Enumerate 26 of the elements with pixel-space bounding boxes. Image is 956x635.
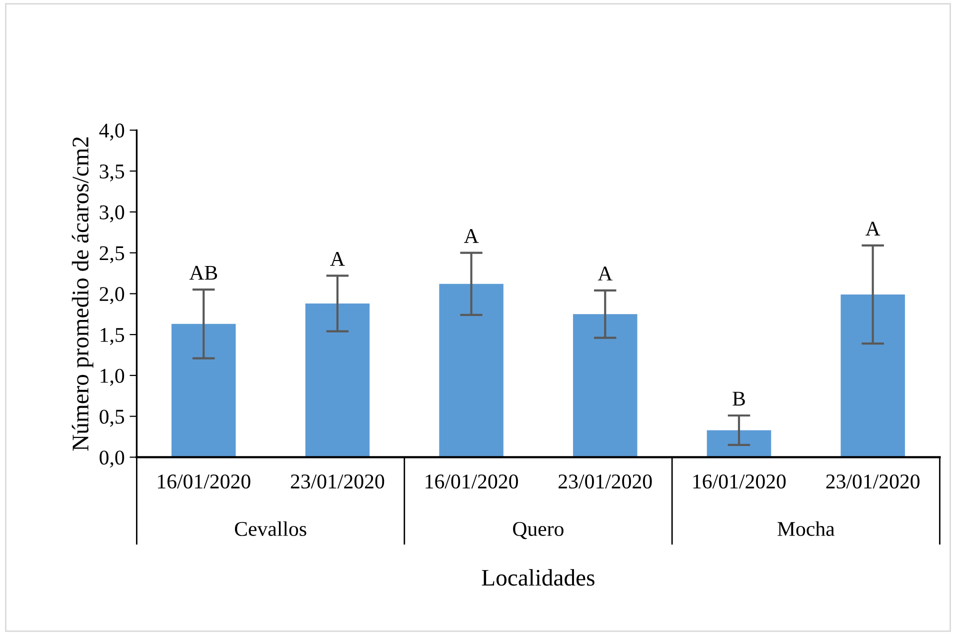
x-axis-title: Localidades — [482, 569, 594, 586]
x-tick-label: 16/01/2020 — [158, 474, 250, 489]
text: Cevallos — [234, 521, 306, 536]
x-tick-label: 16/01/2020 — [426, 474, 518, 489]
data-label: AB — [189, 266, 218, 280]
data-label: A — [464, 229, 479, 243]
y-tick-label: 3,0 — [100, 205, 124, 222]
y-tick-label: 1,0 — [100, 368, 124, 386]
x-tick-label: 16/01/2020 — [693, 474, 786, 489]
text: Quero — [513, 522, 564, 540]
y-tick-label: 0,0 — [100, 450, 124, 468]
x-tick-label: 23/01/2020 — [558, 474, 652, 489]
y-tick-label: 2,0 — [100, 287, 124, 304]
y-tick-label: 1,5 — [100, 328, 124, 345]
data-label: A — [598, 266, 613, 280]
x-tick-label: 23/01/2020 — [290, 474, 384, 489]
data-label: B — [732, 392, 745, 406]
data-label: A — [330, 252, 345, 266]
y-tick-label: 0,5 — [100, 410, 124, 427]
y-tick-label: 3,5 — [100, 164, 124, 182]
x-tick-label: 23/01/2020 — [826, 474, 920, 489]
y-tick-label: 2,5 — [100, 246, 124, 264]
text: Mocha — [778, 521, 835, 536]
y-axis-title: Número promedio de ácaros/cm2 — [72, 137, 94, 451]
y-tick-label: 4,0 — [99, 124, 124, 141]
data-label: A — [866, 222, 880, 236]
